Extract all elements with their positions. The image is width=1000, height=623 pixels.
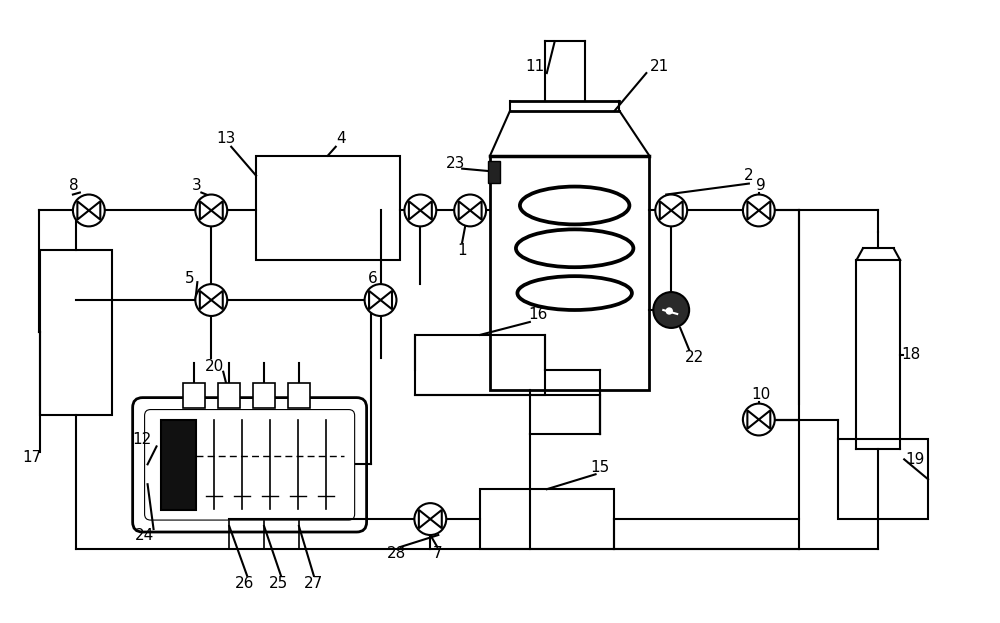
Text: 4: 4 (336, 131, 346, 146)
Circle shape (743, 194, 775, 226)
Circle shape (743, 404, 775, 435)
Bar (253, 383, 275, 407)
Text: 28: 28 (387, 546, 406, 561)
Text: 21: 21 (650, 59, 669, 74)
Text: 24: 24 (135, 528, 154, 543)
Text: 23: 23 (446, 156, 465, 171)
Bar (288, 383, 310, 407)
Bar (838, 439, 928, 519)
Text: 7: 7 (432, 546, 442, 561)
Text: 18: 18 (902, 347, 921, 363)
Text: 9: 9 (756, 178, 766, 193)
Circle shape (653, 292, 689, 328)
Bar (490, 156, 649, 389)
Text: 19: 19 (905, 452, 925, 467)
Text: 5: 5 (185, 270, 194, 286)
Text: 2: 2 (744, 168, 754, 183)
Text: 20: 20 (205, 359, 224, 374)
Text: 6: 6 (368, 270, 377, 286)
Text: 13: 13 (217, 131, 236, 146)
Bar (256, 156, 400, 260)
Circle shape (666, 308, 672, 314)
Text: 8: 8 (69, 178, 79, 193)
Bar (40, 250, 112, 414)
Circle shape (195, 284, 227, 316)
Text: 1: 1 (457, 243, 467, 258)
Bar (218, 383, 240, 407)
Text: 12: 12 (132, 432, 151, 447)
Circle shape (73, 194, 105, 226)
Circle shape (655, 194, 687, 226)
Text: 27: 27 (304, 576, 323, 591)
Text: 16: 16 (528, 308, 548, 323)
Circle shape (195, 194, 227, 226)
Bar (488, 161, 500, 183)
Text: 3: 3 (191, 178, 201, 193)
Text: 26: 26 (234, 576, 254, 591)
Text: 22: 22 (685, 350, 704, 365)
Bar (183, 383, 205, 407)
Text: 25: 25 (269, 576, 289, 591)
Circle shape (454, 194, 486, 226)
Circle shape (414, 503, 446, 535)
Circle shape (404, 194, 436, 226)
Circle shape (365, 284, 396, 316)
Text: 10: 10 (751, 387, 770, 402)
Bar (161, 419, 196, 510)
Text: 15: 15 (590, 460, 609, 475)
Text: 17: 17 (22, 450, 42, 465)
Bar (480, 489, 614, 549)
Bar (415, 335, 545, 394)
Text: 11: 11 (525, 59, 544, 74)
